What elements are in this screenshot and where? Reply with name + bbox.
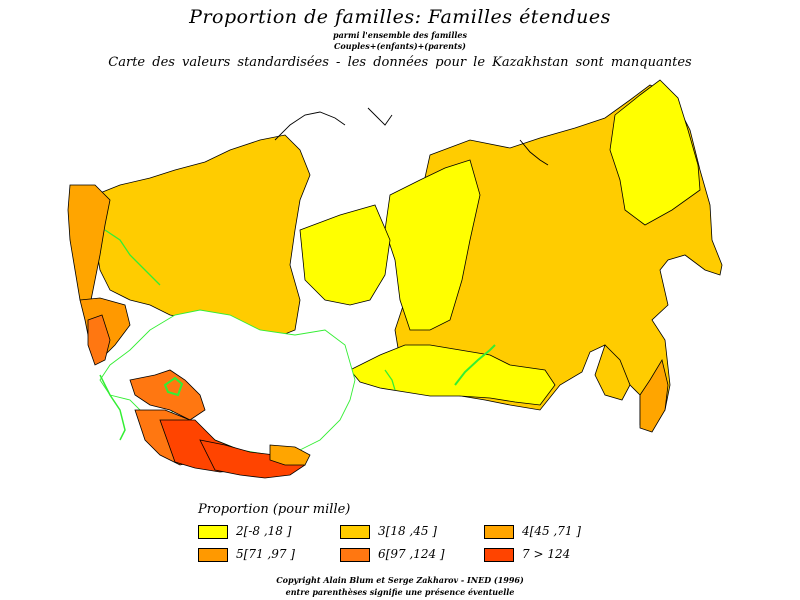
subtitle-population: parmi l'ensemble des familles bbox=[332, 30, 467, 40]
aral-sea bbox=[163, 376, 184, 397]
legend-swatch bbox=[198, 525, 228, 539]
region-baltic-belarus bbox=[67, 184, 111, 306]
island-severnaya-zemlya bbox=[367, 107, 393, 126]
subtitle-map-note: Carte des valeurs standardisées - les do… bbox=[108, 55, 692, 70]
legend-swatch bbox=[340, 548, 370, 562]
map-title: Proportion de familles: Familles étendue… bbox=[189, 6, 611, 28]
region-chukotka bbox=[609, 79, 701, 226]
legend-swatch bbox=[484, 548, 514, 562]
legend-swatch bbox=[198, 548, 228, 562]
legend-label: 3[18 ,45 ] bbox=[378, 524, 437, 538]
region-primorye bbox=[594, 344, 631, 401]
caspian-sea bbox=[99, 374, 126, 441]
lake-baikal bbox=[454, 344, 496, 386]
legend-label: 5[71 ,97 ] bbox=[236, 547, 295, 561]
legend-label: 2[-8 ,18 ] bbox=[236, 524, 292, 538]
kolyma-river bbox=[384, 369, 396, 391]
region-east-kyrgyz bbox=[269, 444, 311, 466]
region-caucasus bbox=[129, 369, 206, 421]
legend-label: 6[97 ,124 ] bbox=[378, 547, 445, 561]
island-novaya-zemlya bbox=[274, 111, 346, 141]
legend-label: 7 > 124 bbox=[522, 547, 571, 561]
volga-river bbox=[104, 229, 161, 286]
region-siberia-south bbox=[349, 344, 556, 406]
legend-swatch bbox=[340, 525, 370, 539]
legend-swatch bbox=[484, 525, 514, 539]
island-new-siberian bbox=[519, 139, 549, 166]
subtitle-definition: Couples+(enfants)+(parents) bbox=[334, 41, 466, 51]
region-ural-north bbox=[299, 204, 391, 306]
legend-title: Proportion (pour mille) bbox=[198, 502, 351, 517]
region-kamchatka bbox=[639, 358, 669, 433]
region-krasnoyarsk bbox=[384, 159, 481, 331]
copyright-notice: Copyright Alain Blum et Serge Zakharov -… bbox=[276, 575, 524, 585]
region-european-russia bbox=[94, 134, 311, 341]
footnote: entre parenthèses signifie une présence … bbox=[285, 587, 515, 597]
region-moldova bbox=[87, 314, 111, 366]
legend-label: 4[45 ,71 ] bbox=[522, 524, 581, 538]
